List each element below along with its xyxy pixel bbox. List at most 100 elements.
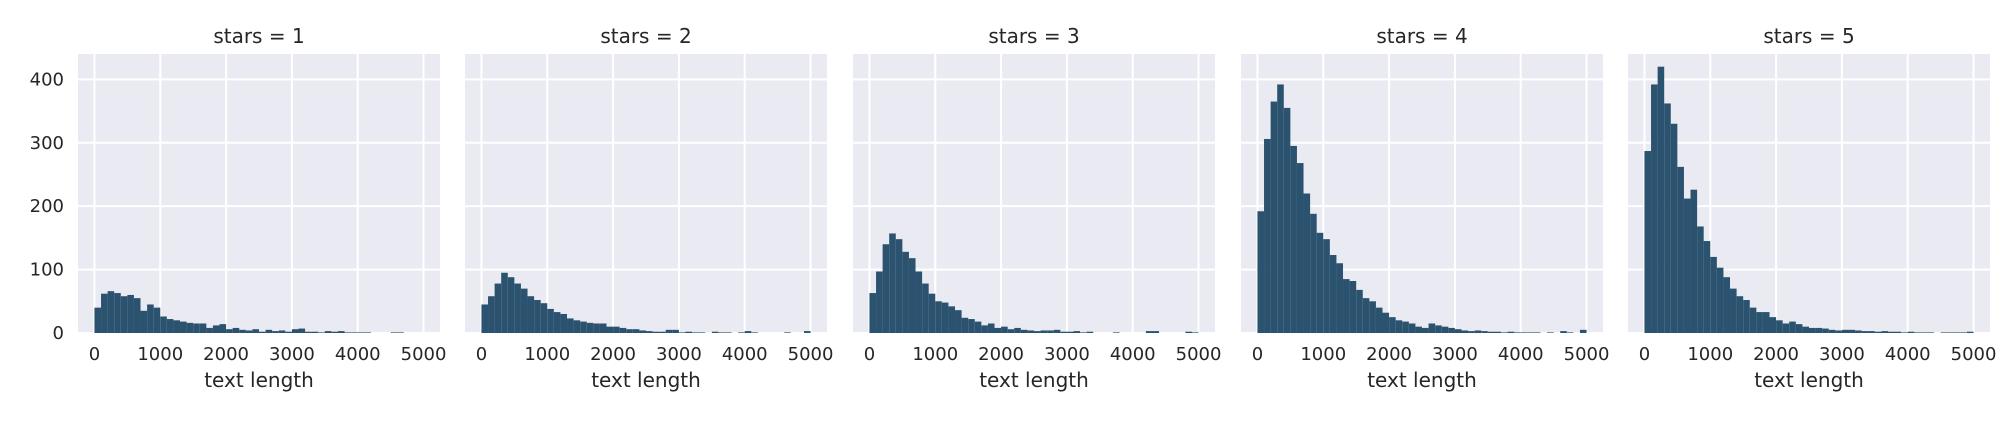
histogram-bar (1914, 332, 1921, 333)
histogram-bar (331, 331, 338, 333)
histogram-bar (1310, 213, 1317, 333)
histogram-bar (1703, 241, 1711, 333)
histogram-bar (1112, 332, 1120, 333)
histogram-bar (915, 271, 923, 333)
histogram-bar (1657, 66, 1665, 333)
histogram-bar (1749, 307, 1757, 333)
histogram-bar (941, 302, 949, 333)
histogram-bar (1408, 323, 1416, 333)
histogram-bar (1191, 332, 1199, 333)
histogram-bar (1343, 279, 1350, 333)
histogram-bar (1362, 298, 1370, 333)
histogram-bar (711, 331, 719, 333)
histogram-bar (1802, 326, 1809, 333)
histogram-bar (1782, 323, 1790, 333)
histogram-bar (1533, 332, 1541, 333)
histogram-bar (1776, 320, 1783, 333)
x-tick-label: 2000 (1366, 344, 1412, 365)
histogram-bar (1697, 226, 1704, 333)
histogram-bar (876, 271, 883, 333)
histogram-bar (1677, 166, 1684, 333)
histogram-bar (882, 244, 890, 333)
histogram-bar (1809, 327, 1816, 333)
x-tick-label: 0 (1252, 344, 1263, 365)
x-tick-label: 4000 (1110, 344, 1156, 365)
histogram-bar (1868, 331, 1875, 333)
histogram-bar (981, 325, 988, 333)
histogram-bar (94, 307, 102, 333)
histogram-bar (1185, 331, 1192, 333)
histogram-bar (311, 331, 319, 333)
histogram-bar (961, 317, 969, 333)
histogram-bar (1145, 331, 1153, 333)
y-tick-label: 300 (30, 133, 64, 154)
histogram-bar (869, 293, 877, 333)
histogram-bar (1494, 331, 1501, 333)
histogram-bar (397, 332, 404, 333)
histogram-bar (1756, 312, 1763, 333)
histogram-bar (540, 303, 548, 333)
histogram-bar (1953, 332, 1961, 333)
histogram-bar (994, 327, 1002, 333)
histogram-bar (107, 291, 115, 333)
plot-area (465, 54, 827, 333)
x-axis-label: text length (979, 368, 1089, 392)
histogram-bar (948, 306, 956, 333)
x-tick-label: 3000 (269, 344, 315, 365)
histogram-bar (226, 329, 233, 333)
histogram-bar (494, 283, 502, 333)
histogram-bar (101, 293, 108, 333)
histogram-bar (1264, 138, 1271, 333)
histogram-bar (481, 304, 489, 333)
histogram-bar (1395, 320, 1403, 333)
histogram-bar (1053, 329, 1061, 333)
histogram-bar (784, 332, 791, 333)
histogram-bar (153, 307, 161, 333)
histogram-bar (1277, 84, 1284, 333)
histogram-bar (206, 327, 213, 333)
x-tick-label: 3000 (1819, 344, 1865, 365)
histogram-bar (160, 316, 167, 333)
histogram-bar (1566, 332, 1574, 333)
histogram-bar (199, 323, 207, 333)
x-tick-label: 1000 (912, 344, 958, 365)
histogram-bar (1034, 331, 1041, 333)
histogram-bar (239, 329, 246, 333)
x-tick-label: 3000 (1432, 344, 1478, 365)
x-tick-label: 4000 (335, 344, 381, 365)
histogram-bar (1369, 301, 1376, 333)
histogram-bar (724, 332, 732, 333)
histogram-bar (1448, 327, 1455, 333)
histogram-bar (1769, 317, 1777, 333)
histogram-bar (1651, 84, 1658, 333)
histogram-bar (337, 331, 345, 333)
histogram-bar (1835, 330, 1842, 333)
histogram-bar (1487, 331, 1495, 333)
histogram-bar (646, 331, 653, 333)
histogram-bar (1461, 330, 1469, 333)
histogram-bar (580, 321, 587, 333)
x-axis-label: text length (204, 368, 314, 392)
histogram-bar (1296, 163, 1304, 333)
x-tick-label: 0 (1639, 344, 1650, 365)
histogram-bar (1822, 328, 1829, 333)
histogram-bar (1152, 331, 1160, 333)
histogram-bar (1560, 331, 1567, 333)
x-tick-label: 2000 (1753, 344, 1799, 365)
histogram-bar (968, 319, 975, 333)
histogram-bar (718, 332, 725, 333)
histogram-bar (1422, 327, 1429, 333)
histogram-bar (593, 323, 600, 333)
histogram-bar (1481, 331, 1488, 333)
histogram-panel-2: stars = 2 0 1000 2000 3000 4000 5000 text lengt… (465, 24, 833, 392)
histogram-bar (1520, 332, 1528, 333)
x-tick-label: 0 (476, 344, 487, 365)
histogram-bar (219, 324, 227, 333)
histogram-bar (1664, 103, 1671, 333)
histogram-bar (1723, 277, 1731, 333)
histogram-bar (1007, 329, 1015, 333)
histogram-bar (698, 332, 706, 333)
histogram-bar (1257, 211, 1265, 333)
